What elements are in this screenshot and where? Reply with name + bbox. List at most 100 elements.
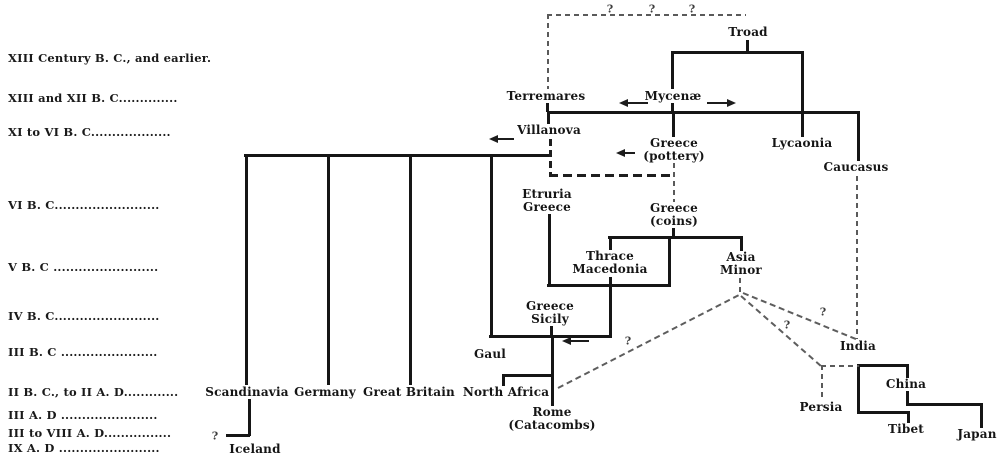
flow-arrow-left: [489, 135, 514, 143]
flow-arrow-left: [616, 149, 635, 157]
question-mark: ?: [819, 305, 827, 319]
solid-line-vertical: [548, 214, 551, 287]
question-mark: ?: [688, 2, 696, 16]
timeline-row-8: III A. D .......................: [8, 408, 158, 422]
solid-line-vertical: [906, 364, 909, 378]
node-label-iceland: Iceland: [229, 442, 281, 456]
solid-line-horizontal: [857, 411, 909, 414]
solid-line-vertical: [609, 236, 612, 250]
solid-line-vertical: [740, 236, 743, 251]
solid-line-vertical: [801, 51, 804, 137]
dashed-line-vertical: [739, 278, 741, 295]
solid-line-vertical: [907, 411, 910, 423]
timeline-row-4: V B. C .........................: [8, 260, 159, 274]
solid-line-vertical: [746, 40, 749, 52]
arrow-shaft: [621, 152, 635, 154]
node-label-lycaonia: Lycaonia: [771, 136, 833, 150]
node-label-greece-sicily: Greece Sicily: [526, 299, 574, 326]
left-arrowhead-icon: [489, 135, 498, 143]
solid-line-horizontal: [489, 335, 611, 338]
left-arrowhead-icon: [619, 99, 628, 107]
dashed-line-vertical: [547, 14, 549, 89]
node-label-scandinavia: Scandinavia: [205, 385, 289, 399]
solid-line-horizontal: [547, 284, 670, 287]
timeline-row-6: III B. C .......................: [8, 345, 158, 359]
timeline-row-7: II B. C., to II A. D.............: [8, 385, 179, 399]
timeline-row-0: XIII Century B. C., and earlier.: [8, 51, 212, 65]
question-mark: ?: [783, 318, 791, 332]
solid-line-vertical: [672, 111, 675, 137]
timeline-row-5: IV B. C.........................: [8, 309, 160, 323]
solid-line-vertical: [609, 277, 612, 338]
solid-line-vertical: [490, 154, 493, 338]
solid-line-horizontal: [857, 364, 909, 367]
right-arrowhead-icon: [727, 99, 736, 107]
timeline-row-10: IX A. D ........................: [8, 441, 160, 455]
arrow-shaft: [567, 340, 589, 342]
flow-arrow-left: [619, 99, 648, 107]
node-label-rome: Rome (Catacombs): [508, 405, 596, 432]
solid-line-vertical: [245, 154, 248, 385]
node-label-troad: Troad: [728, 25, 768, 39]
node-label-caucasus: Caucasus: [823, 160, 889, 174]
solid-line-horizontal: [244, 154, 551, 157]
solid-line-vertical: [671, 51, 674, 89]
solid-line-vertical: [547, 111, 550, 124]
node-label-asia-minor: Asia Minor: [720, 250, 762, 277]
node-label-villanova: Villanova: [517, 123, 581, 137]
solid-line-horizontal: [671, 51, 804, 54]
timeline-row-9: III to VIII A. D................: [8, 426, 172, 440]
solid-line-vertical: [550, 326, 553, 336]
solid-line-vertical: [980, 403, 983, 428]
node-label-etruria-greece: Etruria Greece: [522, 187, 572, 214]
dashed-line-horizontal: [821, 365, 859, 367]
node-label-thrace-macedonia: Thrace Macedonia: [572, 249, 648, 276]
dashed-line-horizontal: [547, 14, 746, 16]
solid-line-vertical: [906, 391, 909, 404]
solid-line-vertical: [857, 111, 860, 161]
solid-line-vertical: [502, 374, 505, 386]
dashed-line-diagonal: [740, 295, 822, 367]
left-arrowhead-icon: [562, 337, 571, 345]
node-label-greece-pottery: Greece (pottery): [643, 136, 705, 163]
node-label-japan: Japan: [957, 427, 997, 441]
solid-line-horizontal: [906, 403, 982, 406]
solid-line-vertical: [857, 364, 860, 414]
flow-arrow-right: [707, 99, 736, 107]
node-label-china: China: [885, 377, 927, 391]
question-mark: ?: [211, 429, 219, 443]
solid-line-vertical: [409, 154, 412, 385]
question-mark: ?: [606, 2, 614, 16]
solid-line-horizontal: [548, 111, 860, 114]
node-label-germany: Germany: [294, 385, 356, 399]
dashed-line-vertical: [821, 365, 823, 401]
solid-line-vertical: [546, 103, 549, 112]
flow-arrow-left: [562, 337, 589, 345]
node-label-great-britain: Great Britain: [363, 385, 455, 399]
solid-line-vertical: [672, 228, 675, 237]
timeline-row-3: VI B. C.........................: [8, 198, 160, 212]
solid-line-vertical: [551, 335, 554, 406]
node-label-tibet: Tibet: [887, 422, 925, 436]
node-label-gaul: Gaul: [473, 347, 507, 361]
node-label-terremares: Terremares: [506, 89, 586, 103]
arrow-shaft: [624, 102, 648, 104]
node-label-north-africa: North Africa: [462, 385, 550, 399]
solid-line-vertical: [327, 154, 330, 385]
node-label-mycenae: Mycenæ: [644, 89, 702, 103]
solid-line-horizontal: [226, 434, 250, 437]
solid-line-vertical: [671, 103, 674, 112]
question-mark: ?: [624, 334, 632, 348]
node-label-india: India: [839, 339, 877, 353]
dashed-line-horizontal: [549, 174, 674, 177]
left-arrowhead-icon: [616, 149, 625, 157]
dashed-line-vertical: [856, 176, 858, 339]
solid-line-vertical: [248, 399, 251, 436]
arrow-shaft: [494, 138, 514, 140]
solid-line-horizontal: [608, 236, 742, 239]
dashed-line-vertical: [673, 163, 675, 202]
node-label-greece-coins: Greece (coins): [649, 201, 699, 228]
timeline-row-2: XI to VI B. C...................: [8, 125, 171, 139]
node-label-persia: Persia: [799, 400, 843, 414]
